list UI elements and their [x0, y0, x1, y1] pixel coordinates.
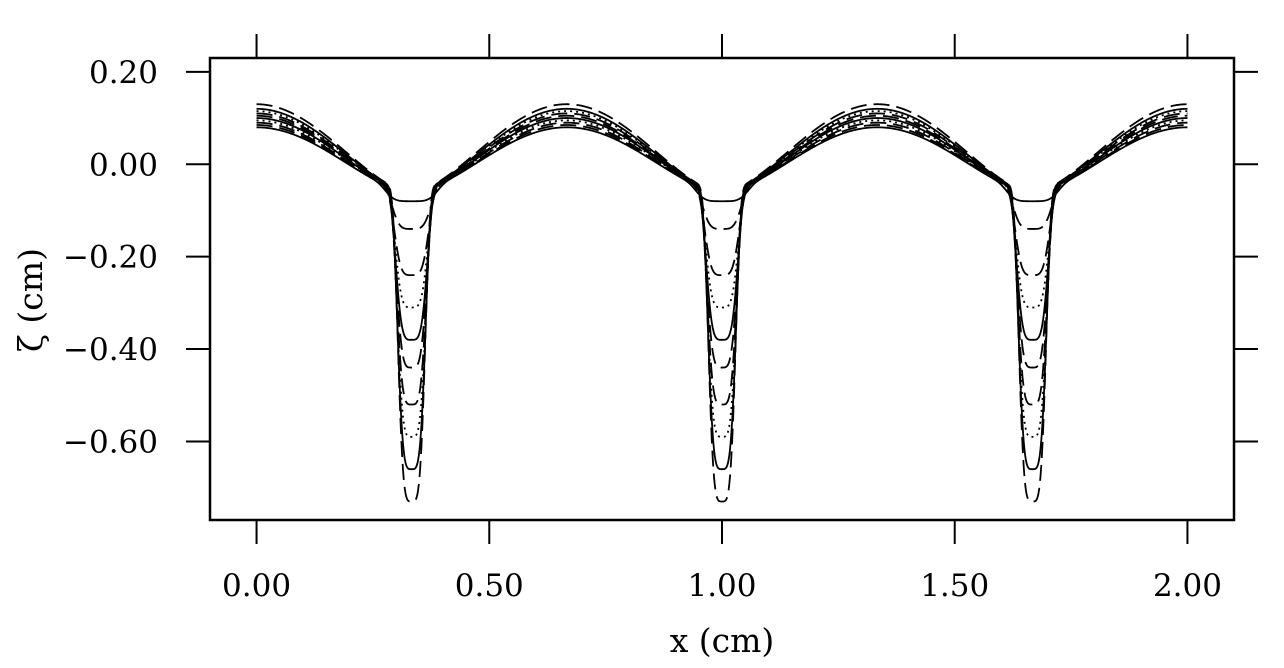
- plot-frame: [208, 56, 1236, 522]
- x-tick-label: 1.00: [687, 568, 756, 604]
- series-line: [256, 112, 1188, 406]
- series-line: [256, 114, 1188, 369]
- series-line: [256, 103, 1188, 503]
- series-line: [256, 107, 1188, 471]
- x-tick-label: 1.50: [920, 568, 989, 604]
- y-tick-label: −0.60: [63, 424, 158, 460]
- x-tick-label: 2.00: [1153, 568, 1222, 604]
- x-tick-labels: 0.00 0.50 1.00 1.50 2.00: [222, 568, 1222, 604]
- series-line: [256, 117, 1188, 341]
- y-tick-label: −0.40: [63, 332, 158, 368]
- series-line: [256, 124, 1188, 230]
- series-line: [256, 110, 1188, 438]
- y-tick-label: −0.20: [63, 240, 158, 276]
- axis-ticks: [186, 34, 1258, 544]
- y-axis-label: ζ (cm): [11, 248, 50, 352]
- y-tick-labels: 0.20 0.00 −0.20 −0.40 −0.60: [63, 55, 158, 461]
- y-tick-label: 0.00: [89, 147, 158, 183]
- x-tick-label: 0.00: [222, 568, 291, 604]
- y-tick-label: 0.20: [89, 55, 158, 91]
- x-axis-label: x (cm): [670, 621, 775, 660]
- x-tick-label: 0.50: [455, 568, 524, 604]
- series-line: [256, 121, 1188, 277]
- series-group: [256, 103, 1188, 503]
- series-line: [256, 126, 1188, 203]
